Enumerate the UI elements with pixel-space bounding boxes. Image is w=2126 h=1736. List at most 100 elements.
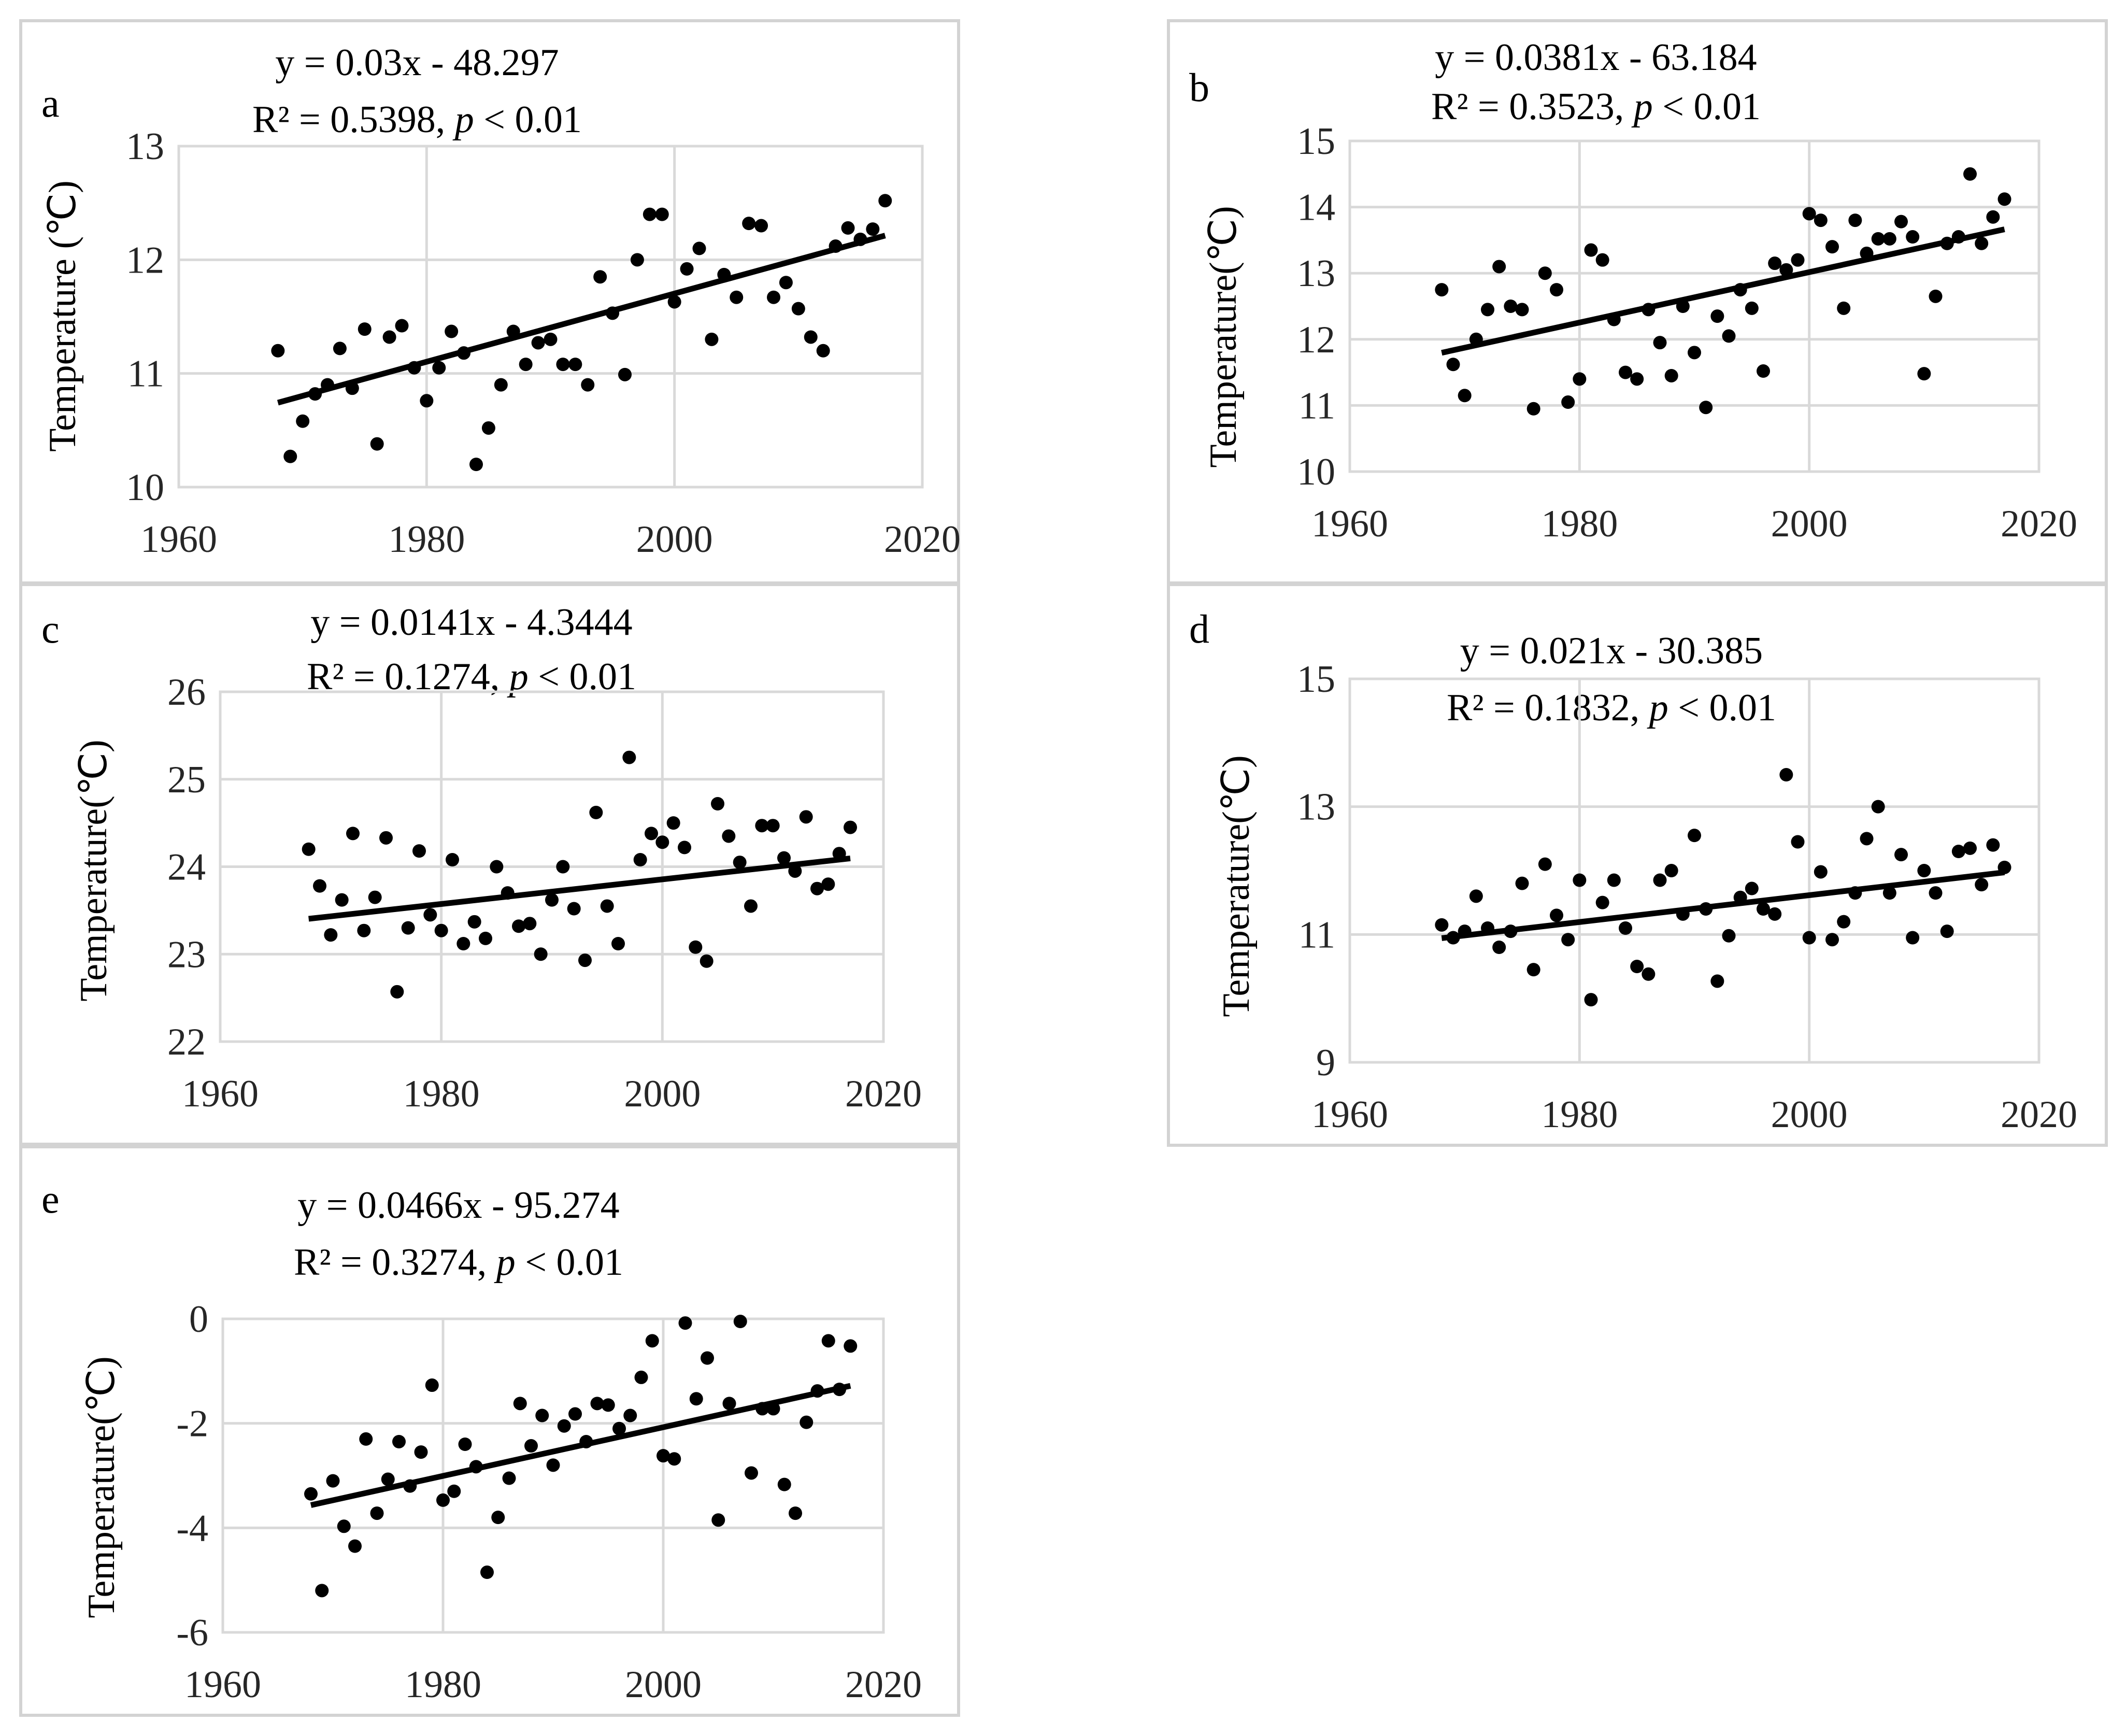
panel-a-p-symbol: p: [452, 98, 474, 141]
panel-c-data-point: [600, 899, 614, 913]
panel-c-data-point: [810, 881, 824, 895]
panel-b-data-point: [1929, 289, 1943, 303]
panel-e-data-point: [645, 1334, 659, 1348]
panel-d-data-point: [1642, 967, 1656, 981]
panel-d-data-point: [1917, 864, 1931, 877]
panel-b-data-point: [1446, 358, 1460, 372]
panel-a-data-point: [445, 324, 459, 338]
panel-b-data-point: [1825, 240, 1839, 254]
panel-a-data-point: [382, 330, 396, 344]
panel-a-ylabel: Temperature (℃): [41, 180, 84, 452]
panel-d-data-point: [1584, 993, 1598, 1007]
panel-b-xtick-label: 1960: [1311, 503, 1388, 545]
panel-c-data-point: [799, 810, 813, 824]
panel-a-data-point: [866, 222, 880, 236]
panel-a-ytick-label: 11: [127, 353, 164, 395]
panel-d-data-point: [1630, 960, 1644, 973]
panel-e-p-value: < 0.01: [516, 1241, 623, 1284]
panel-a-plot: 10 11 12 13 1960 1980 2000 2020: [126, 125, 961, 561]
panel-b-p-symbol: p: [1631, 86, 1653, 128]
panel-c-data-point: [844, 820, 857, 834]
panel-b-data-point: [1699, 401, 1713, 415]
panel-e-data-point: [458, 1438, 472, 1451]
panel-d-data-point: [1515, 876, 1529, 890]
panel-b-equation: y = 0.0381x - 63.184: [1435, 36, 1757, 79]
panel-e-data-point: [502, 1471, 516, 1485]
panel-b-data-point: [1664, 368, 1678, 382]
panel-b-data-point: [1584, 243, 1598, 257]
panel-a-data-point: [680, 262, 694, 276]
panel-c-data-point: [645, 827, 658, 841]
panel-a-data-point: [667, 295, 681, 309]
panel-a-xtick-label: 2020: [884, 518, 961, 561]
panel-e-data-point: [568, 1407, 582, 1421]
panel-e-data-point: [359, 1432, 373, 1446]
panel-e-data-point: [789, 1506, 802, 1520]
panel-b-data-point: [1458, 389, 1472, 403]
panel-a-data-point: [581, 378, 595, 392]
panel-d-r2: R² = 0.1832, p < 0.01: [1447, 687, 1776, 729]
panel-e-trendline: [310, 1383, 851, 1508]
panel-c-data-point: [755, 819, 769, 833]
panel-c-data-point: [567, 902, 581, 916]
panel-e-data-point: [315, 1584, 329, 1598]
panel-b-ylabel: Temperature(℃): [1202, 206, 1245, 467]
panel-e-data-point: [480, 1566, 494, 1580]
panel-b-data-point: [1538, 266, 1552, 280]
panel-d-xtick-label: 1980: [1541, 1093, 1618, 1136]
panel-b-data-point: [1595, 253, 1609, 267]
panel-c-data-point: [434, 923, 448, 937]
panel-e-r2: R² = 0.3274, p < 0.01: [294, 1241, 623, 1284]
panel-a-data-point: [420, 394, 434, 408]
panel-b-data-point: [1963, 167, 1977, 181]
panel-d-ylabel: Temperature(℃): [1215, 755, 1258, 1017]
panel-e-data-point: [557, 1419, 571, 1433]
panel-c-data-point: [357, 923, 371, 937]
panel-e-data-point: [337, 1519, 351, 1533]
panel-e-frame: [19, 1145, 960, 1717]
panel-e-data-point: [348, 1539, 362, 1553]
panel-d-trendline: [1441, 869, 2005, 941]
panel-b-data-point: [1630, 372, 1644, 386]
panel-b-plot-area: [1348, 139, 2041, 473]
panel-c-xtick-label: 1980: [403, 1073, 480, 1115]
panel-c-data-point: [467, 915, 481, 929]
panel-e-ytick-label: -2: [176, 1403, 208, 1445]
panel-b-data-point: [1894, 215, 1908, 229]
panel-d-ytick-label: 11: [1299, 914, 1335, 956]
panel-c-plot-area: [219, 690, 885, 1043]
panel-d-equation: y = 0.021x - 30.385: [1460, 630, 1763, 672]
panel-e-ytick-label: -6: [176, 1612, 208, 1654]
panel-c-xtick-label: 1960: [182, 1073, 259, 1115]
panel-b-ytick-label: 11: [1299, 385, 1335, 427]
panel-e-data-point: [447, 1484, 461, 1498]
panel-b-ytick-label: 12: [1297, 319, 1335, 361]
panel-c-data-point: [666, 816, 680, 830]
panel-b-xtick-label: 1980: [1541, 503, 1618, 545]
panel-d-data-point: [1894, 848, 1908, 862]
panel-b-data-point: [1722, 329, 1736, 343]
panel-a-xtick-label: 1960: [140, 518, 217, 561]
panel-e-data-point: [524, 1439, 538, 1453]
panel-d-data-point: [1779, 768, 1793, 781]
panel-a-data-point: [593, 270, 607, 284]
panel-a-data-point: [655, 207, 669, 221]
panel-e-data-point: [436, 1493, 450, 1507]
panel-d-xtick-label: 2000: [1771, 1093, 1848, 1136]
panel-c-data-point: [523, 917, 537, 931]
panel-e: e y = 0.0466x - 95.274 R² = 0.3274, p < …: [19, 1145, 960, 1717]
panel-c-data-point: [589, 805, 603, 819]
panel-d-data-point: [1435, 918, 1449, 932]
panel-d-data-point: [1722, 929, 1736, 943]
panel-a-data-point: [395, 319, 409, 333]
panel-d-ytick-label: 9: [1316, 1042, 1335, 1084]
panel-c-ytick-label: 23: [167, 933, 206, 976]
panel-c-data-point: [490, 860, 504, 874]
panel-b-data-point: [1435, 283, 1449, 297]
panel-a-data-point: [630, 253, 644, 267]
panel-c-data-point: [700, 954, 714, 968]
panel-c-data-point: [423, 908, 437, 922]
panel-d-data-point: [1710, 974, 1724, 988]
panel-d-data-point: [1975, 878, 1989, 892]
